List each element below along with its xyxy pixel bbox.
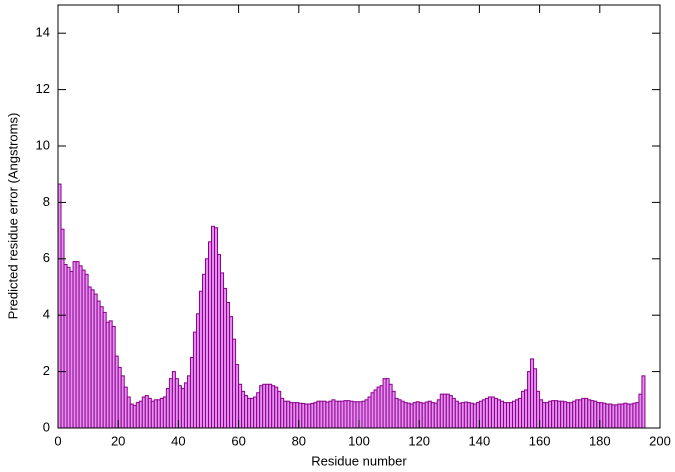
x-tick-label: 80: [292, 433, 306, 448]
x-tick-label: 180: [589, 433, 611, 448]
x-tick-label: 160: [529, 433, 551, 448]
y-tick-label: 4: [43, 307, 50, 322]
y-tick-label: 14: [36, 25, 50, 40]
x-tick-label: 60: [231, 433, 245, 448]
y-tick-label: 10: [36, 137, 50, 152]
x-axis-label: Residue number: [311, 453, 407, 468]
x-tick-label: 200: [649, 433, 671, 448]
y-tick-label: 0: [43, 419, 50, 434]
x-tick-label: 0: [54, 433, 61, 448]
y-tick-label: 12: [36, 81, 50, 96]
y-axis-label: Predicted residue error (Angstroms): [5, 113, 20, 320]
x-tick-label: 40: [171, 433, 185, 448]
bar: [641, 375, 646, 429]
x-tick-label: 140: [469, 433, 491, 448]
y-tick-label: 2: [43, 363, 50, 378]
x-tick-label: 100: [348, 433, 370, 448]
x-tick-label: 20: [111, 433, 125, 448]
plot-frame: [57, 4, 661, 429]
y-tick-label: 8: [43, 194, 50, 209]
y-tick-label: 6: [43, 250, 50, 265]
x-tick-label: 120: [408, 433, 430, 448]
